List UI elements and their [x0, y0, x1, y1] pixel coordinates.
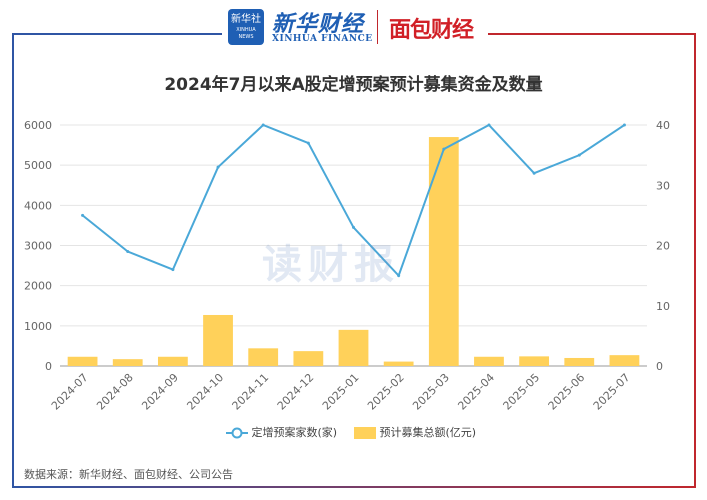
frame-right — [694, 33, 696, 488]
chart-title: 2024年7月以来A股定增预案预计募集资金及数量 — [164, 75, 543, 95]
logo-divider — [377, 10, 378, 44]
x-tick-label: 2025-05 — [501, 371, 543, 413]
frame-bottom — [12, 486, 696, 488]
line-point — [442, 147, 446, 151]
legend-item-bar: 预计募集总额(亿元) — [354, 424, 476, 440]
line-point — [216, 165, 220, 169]
y-left-tick-label: 5000 — [24, 159, 52, 172]
bar — [248, 348, 279, 366]
bar — [383, 361, 414, 366]
line-point — [397, 274, 401, 278]
x-tick-label: 2025-06 — [546, 371, 588, 413]
x-tick-label: 2025-07 — [591, 371, 633, 413]
x-tick-label: 2024-10 — [184, 371, 226, 413]
x-tick-label: 2025-01 — [320, 371, 362, 413]
xinhua-finance-logo-en: XINHUA FINANCE — [272, 34, 373, 44]
y-right-tick-label: 30 — [656, 179, 670, 192]
legend-label-bar: 预计募集总额(亿元) — [379, 426, 477, 439]
line-point — [487, 123, 491, 127]
xinhua-news-logo: 新华社 XINHUA NEWS — [228, 9, 264, 45]
xinhua-badge-text: 新华社 — [231, 14, 261, 25]
line-point — [577, 153, 581, 157]
y-left-tick-label: 1000 — [24, 320, 52, 333]
y-right-tick-label: 0 — [656, 360, 663, 373]
x-tick-label: 2024-09 — [139, 371, 181, 413]
frame-top-right — [488, 33, 696, 35]
y-left-tick-label: 0 — [45, 360, 52, 373]
x-tick-label: 2025-04 — [455, 371, 497, 413]
legend-line-marker — [226, 427, 248, 439]
y-left-tick-label: 2000 — [24, 280, 52, 293]
x-tick-label: 2024-08 — [94, 371, 136, 413]
y-right-tick-label: 10 — [656, 300, 670, 313]
line-point — [532, 171, 536, 175]
legend-label-line: 定增预案家数(家) — [251, 426, 338, 439]
line-point — [261, 123, 265, 127]
y-left-tick-label: 6000 — [24, 119, 52, 132]
bar — [338, 329, 369, 366]
line-point — [171, 268, 175, 272]
bar — [564, 357, 595, 366]
bar — [609, 355, 640, 366]
y-right-tick-label: 20 — [656, 240, 670, 253]
x-tick-label: 2024-07 — [49, 371, 91, 413]
legend-item-line: 定增预案家数(家) — [226, 424, 337, 440]
bar — [157, 356, 188, 366]
frame-top-left — [12, 33, 222, 35]
legend-bar-marker — [354, 427, 376, 439]
xinhua-finance-logo: 新华财经 — [272, 11, 365, 37]
bar — [203, 314, 233, 366]
xinhua-badge-subtext: XINHUA NEWS — [236, 27, 256, 40]
y-left-tick-label: 4000 — [24, 199, 52, 212]
line-point — [622, 123, 626, 127]
y-right-tick-label: 40 — [656, 119, 670, 132]
x-tick-label: 2024-11 — [230, 371, 272, 413]
brand-header: 新华社 XINHUA NEWS 新华财经 XINHUA FINANCE 面包财经 — [0, 0, 707, 52]
bar — [519, 356, 550, 366]
x-tick-label: 2024-12 — [275, 371, 317, 413]
x-tick-label: 2025-02 — [365, 371, 407, 413]
bar — [67, 356, 98, 366]
watermark: 读财报 — [262, 242, 400, 288]
frame-left — [12, 33, 14, 488]
bar — [474, 356, 504, 366]
y-left-tick-label: 3000 — [24, 240, 52, 253]
x-tick-label: 2025-03 — [410, 371, 452, 413]
bar — [112, 359, 143, 366]
line-point — [126, 250, 130, 254]
line-point — [306, 141, 310, 145]
mianbao-finance-logo: 面包财经 — [389, 18, 474, 43]
line-point — [81, 213, 85, 217]
data-source: 数据来源：新华财经、面包财经、公司公告 — [24, 468, 233, 481]
bar — [428, 137, 459, 366]
bar — [293, 351, 324, 366]
line-point — [352, 225, 355, 229]
